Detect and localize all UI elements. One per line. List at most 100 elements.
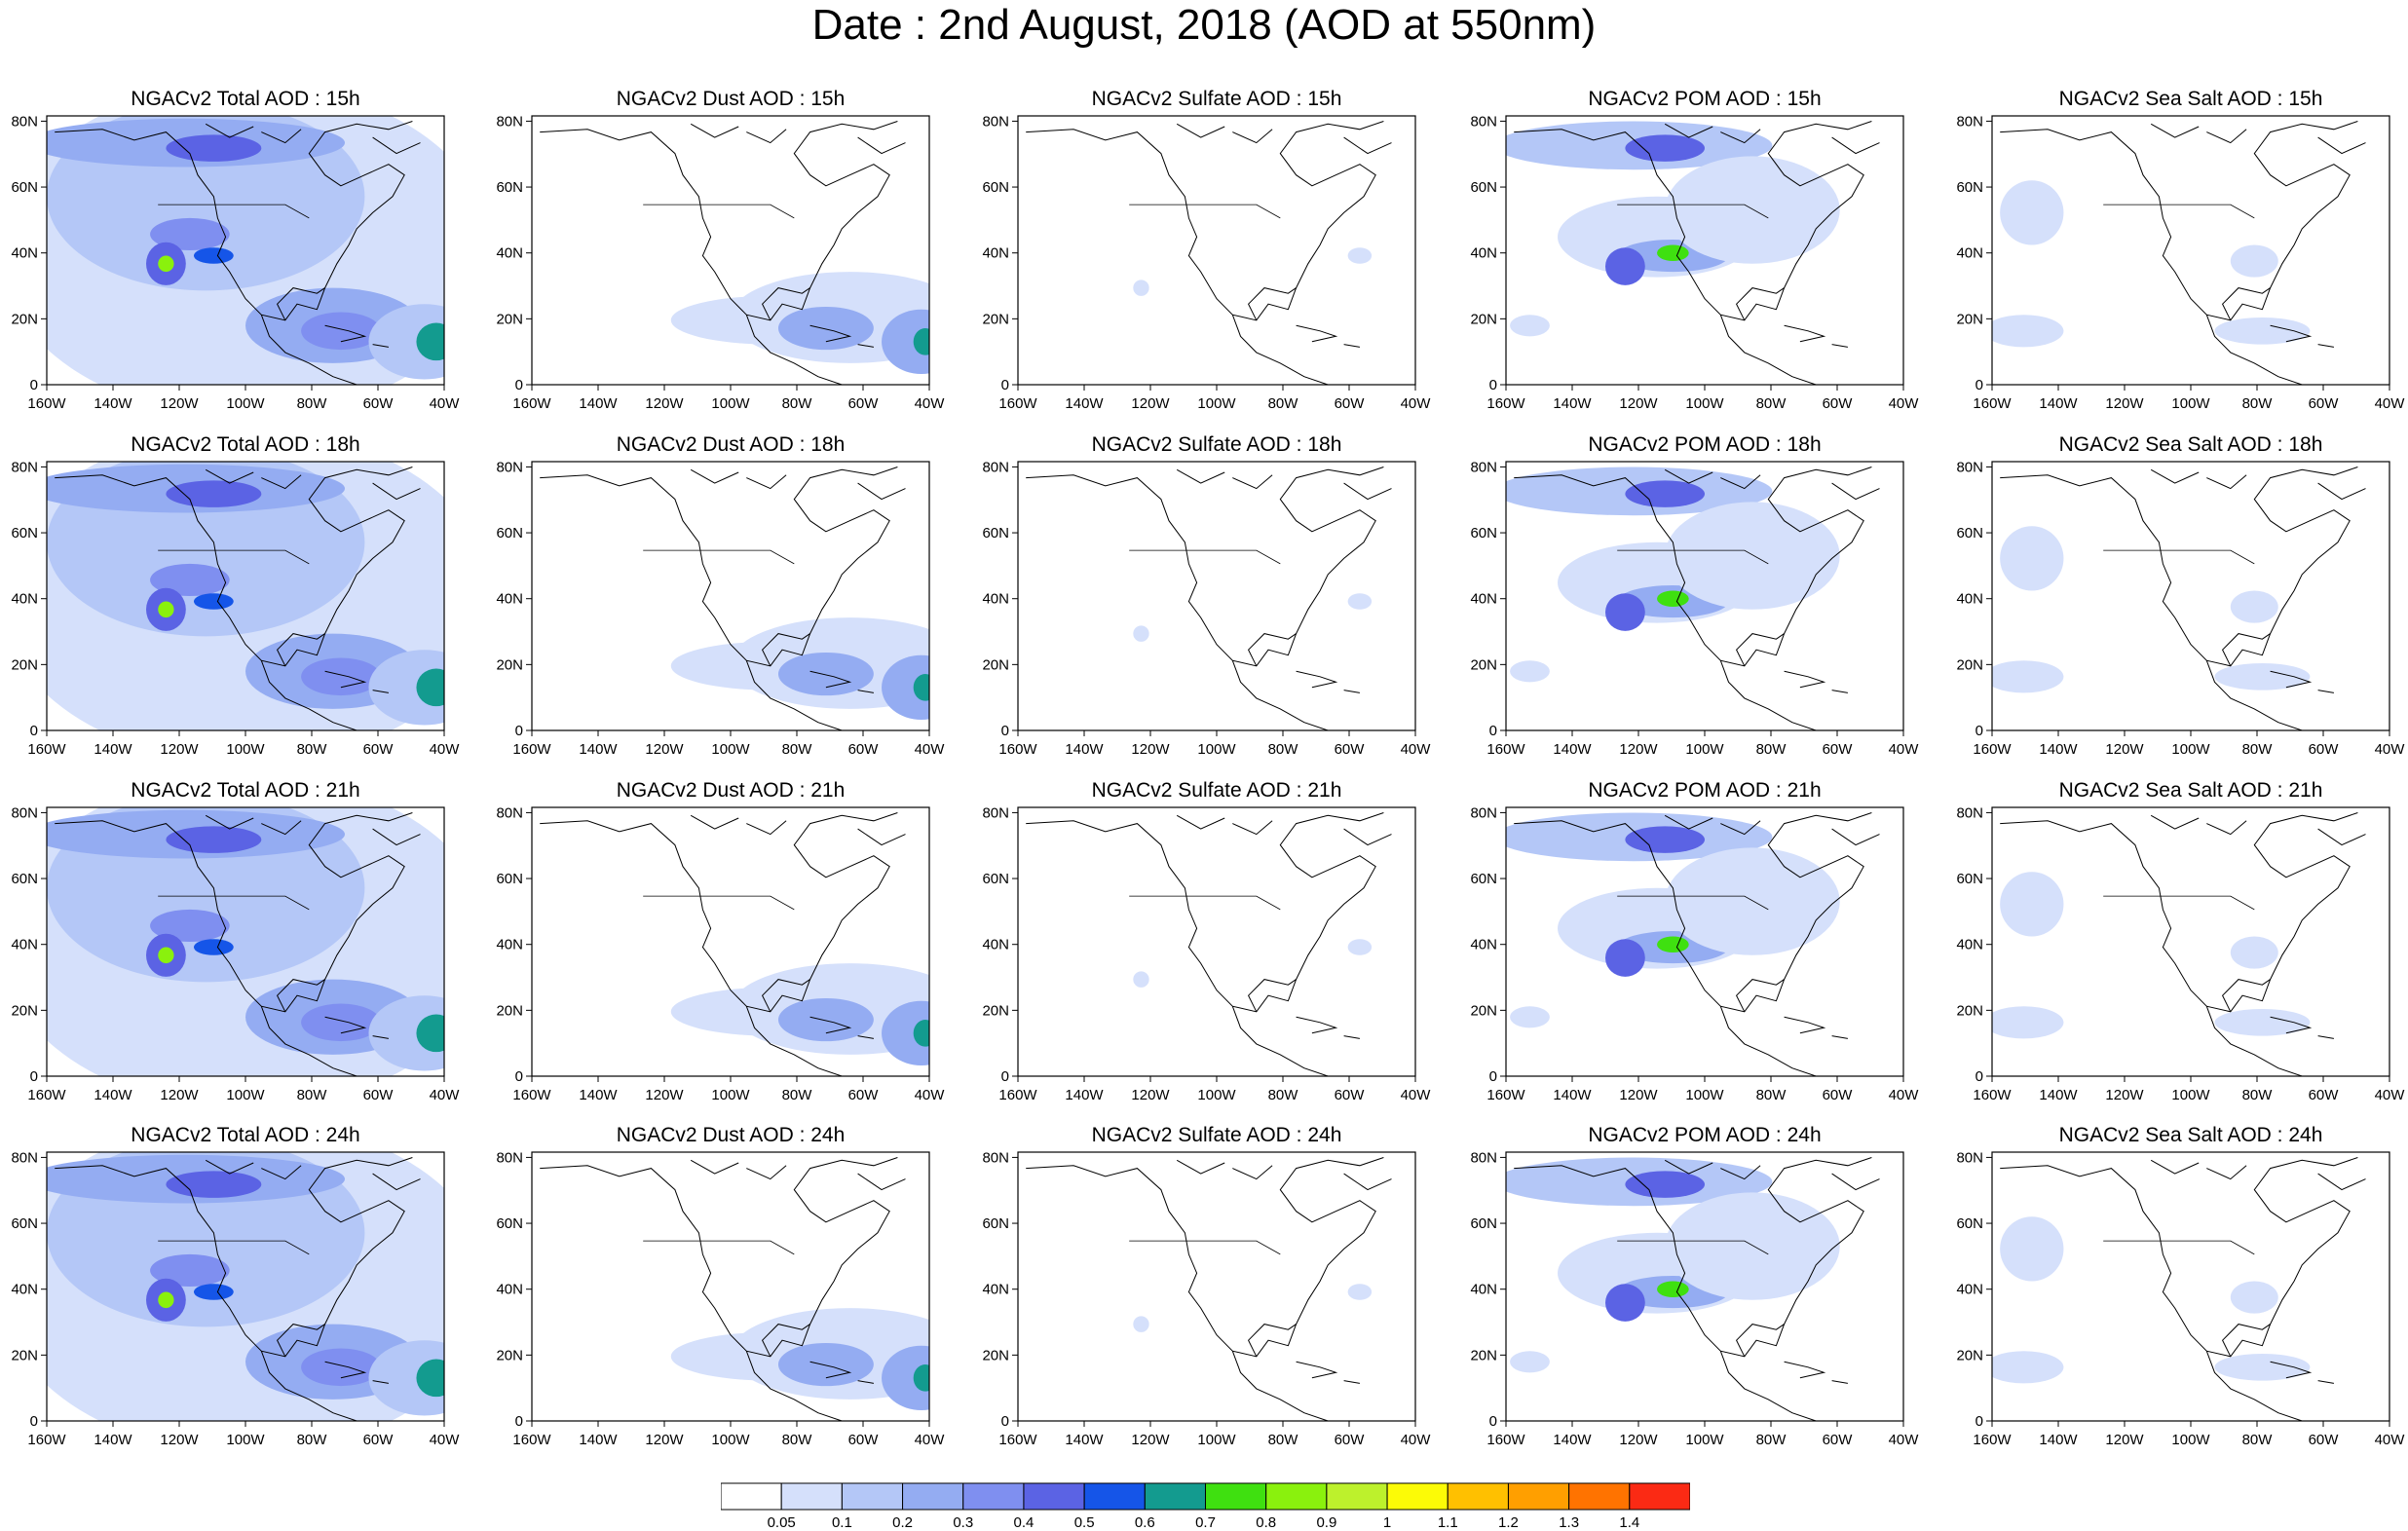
colorbar-swatch	[1205, 1482, 1267, 1511]
aod-field	[1506, 1157, 1840, 1373]
map-panel-sulfate-18h: NGACv2 Sulfate AOD : 18h 160W 140W 120W 100W…	[974, 432, 1461, 768]
x-tick-label: 120W	[2105, 395, 2144, 412]
y-tick-label: 80N	[11, 113, 38, 130]
y-tick-label: 60N	[11, 525, 38, 541]
y-tick-label: 80N	[1956, 459, 1983, 475]
aod-field	[1506, 121, 1840, 337]
colorbar-label: 0.1	[832, 1514, 852, 1531]
x-tick-label: 40W	[430, 395, 461, 412]
y-tick-label: 60N	[1470, 1215, 1497, 1232]
aod-shade	[1510, 1351, 1550, 1373]
aod-shade	[777, 1342, 874, 1387]
colorbar-swatch	[1144, 1482, 1206, 1511]
panel-title: NGACv2 Total AOD : 15h	[131, 88, 360, 110]
x-tick-label: 160W	[27, 1432, 66, 1448]
map-svg: 160W 140W 120W 100W 80W 60W 40W 80N 60N 40N 20N 0	[11, 1149, 460, 1448]
map-svg: 160W 140W 120W 100W 80W 60W 40W 80N 60N 40N 20N 0	[496, 113, 945, 412]
aod-shade	[2230, 936, 2278, 969]
plot-frame	[1991, 461, 2390, 731]
y-tick-label: 40N	[11, 591, 38, 608]
map-panel-total-21h: NGACv2 Total AOD : 21h 160W 140W 120W 100W 80…	[3, 778, 490, 1114]
map-panel-pom-18h: NGACv2 POM AOD : 18h 160W 140W 120W 100W 80W 6…	[1462, 432, 1949, 768]
x-tick-label: 140W	[579, 1087, 618, 1103]
panel-title: NGACv2 Dust AOD : 21h	[616, 779, 846, 802]
aod-shade	[301, 1348, 381, 1387]
aod-shade	[2230, 590, 2278, 623]
aod-shade	[1605, 939, 1645, 977]
x-tick-label: 100W	[711, 1087, 750, 1103]
map-svg: 160W 140W 120W 100W 80W 60W 40W 80N 60N 40N 20N 0	[1470, 804, 1920, 1103]
y-tick-label: 60N	[982, 525, 1009, 541]
y-tick-label: 40N	[1470, 1282, 1497, 1298]
aod-shade	[1665, 502, 1840, 610]
aod-shade	[1657, 936, 1689, 953]
y-tick-label: 20N	[1956, 656, 1983, 673]
x-tick-label: 160W	[998, 741, 1037, 758]
panel-title: NGACv2 Dust AOD : 15h	[616, 88, 846, 110]
y-tick-label: 60N	[11, 871, 38, 887]
x-tick-label: 60W	[1335, 1087, 1366, 1103]
y-tick-label: 60N	[1956, 1215, 1983, 1232]
map-panel-dust-24h: NGACv2 Dust AOD : 24h 160W 140W 120W 100W 80W…	[488, 1123, 975, 1459]
colorbar-label: 1.1	[1438, 1514, 1458, 1531]
aod-shade	[777, 997, 874, 1042]
x-tick-label: 120W	[160, 395, 199, 412]
aod-shade	[1133, 625, 1149, 642]
x-tick-label: 60W	[848, 741, 880, 758]
map-svg: 160W 140W 120W 100W 80W 60W 40W 80N 60N 40N 20N 0	[1956, 113, 2406, 412]
y-tick-label: 0	[1001, 723, 1009, 739]
aod-shade	[777, 306, 874, 351]
colorbar-label: 1	[1383, 1514, 1391, 1531]
map-svg: 160W 140W 120W 100W 80W 60W 40W 80N 60N 40N 20N 0	[496, 459, 945, 758]
panel-title: NGACv2 Total AOD : 21h	[131, 779, 360, 802]
x-tick-label: 40W	[2375, 395, 2406, 412]
aod-shade	[1992, 1006, 2064, 1039]
x-tick-label: 80W	[1268, 741, 1299, 758]
y-tick-label: 60N	[1956, 871, 1983, 887]
x-tick-label: 60W	[1823, 1087, 1854, 1103]
panel-title: NGACv2 Sea Salt AOD : 15h	[2058, 88, 2323, 110]
map-panel-sulfate-15h: NGACv2 Sulfate AOD : 15h 160W 140W 120W 100W…	[974, 87, 1461, 423]
aod-field	[1133, 593, 1373, 642]
aod-shade	[1510, 660, 1550, 683]
x-tick-label: 80W	[297, 1087, 328, 1103]
coastline	[55, 812, 421, 1076]
x-tick-label: 160W	[512, 1087, 551, 1103]
panel-title: NGACv2 Dust AOD : 24h	[616, 1124, 846, 1146]
x-tick-label: 80W	[1268, 395, 1299, 412]
panel-title: NGACv2 Sea Salt AOD : 24h	[2058, 1124, 2323, 1146]
x-tick-label: 40W	[2375, 1432, 2406, 1448]
aod-field	[1992, 1216, 2311, 1384]
x-tick-label: 80W	[1756, 1087, 1787, 1103]
y-tick-label: 80N	[1470, 1149, 1497, 1166]
aod-shade	[166, 826, 262, 853]
aod-shade	[1665, 847, 1840, 955]
y-tick-label: 0	[1489, 1413, 1497, 1430]
y-tick-label: 0	[30, 1068, 38, 1085]
x-tick-label: 140W	[2039, 741, 2078, 758]
aod-field	[1506, 467, 1840, 683]
x-tick-label: 100W	[2171, 1432, 2210, 1448]
panel-title: NGACv2 Sea Salt AOD : 21h	[2058, 779, 2323, 802]
coastline	[2000, 121, 2366, 385]
y-tick-label: 40N	[496, 1282, 523, 1298]
map-svg: 160W 140W 120W 100W 80W 60W 40W 80N 60N 40N 20N 0	[1956, 804, 2405, 1103]
x-tick-label: 140W	[1553, 1432, 1592, 1448]
map-panel-seasalt-21h: NGACv2 Sea Salt AOD : 21h 160W 140W 120W 100…	[1948, 778, 2408, 1114]
colorbar-swatch	[1507, 1482, 1570, 1511]
x-tick-label: 60W	[1823, 741, 1854, 758]
y-tick-label: 20N	[1956, 1002, 1983, 1019]
x-tick-label: 120W	[1619, 395, 1658, 412]
aod-shade	[777, 652, 874, 696]
x-tick-label: 80W	[1756, 741, 1787, 758]
x-tick-label: 140W	[1553, 395, 1592, 412]
aod-shade	[193, 247, 234, 264]
x-tick-label: 40W	[1889, 1087, 1920, 1103]
map-panel-dust-21h: NGACv2 Dust AOD : 21h 160W 140W 120W 100W 80W…	[488, 778, 975, 1114]
aod-shade	[2214, 663, 2311, 691]
y-tick-label: 40N	[496, 591, 523, 608]
plot-frame	[1991, 806, 2390, 1077]
y-tick-label: 80N	[982, 804, 1009, 821]
aod-shade	[166, 134, 262, 162]
aod-shade	[1133, 1316, 1149, 1332]
